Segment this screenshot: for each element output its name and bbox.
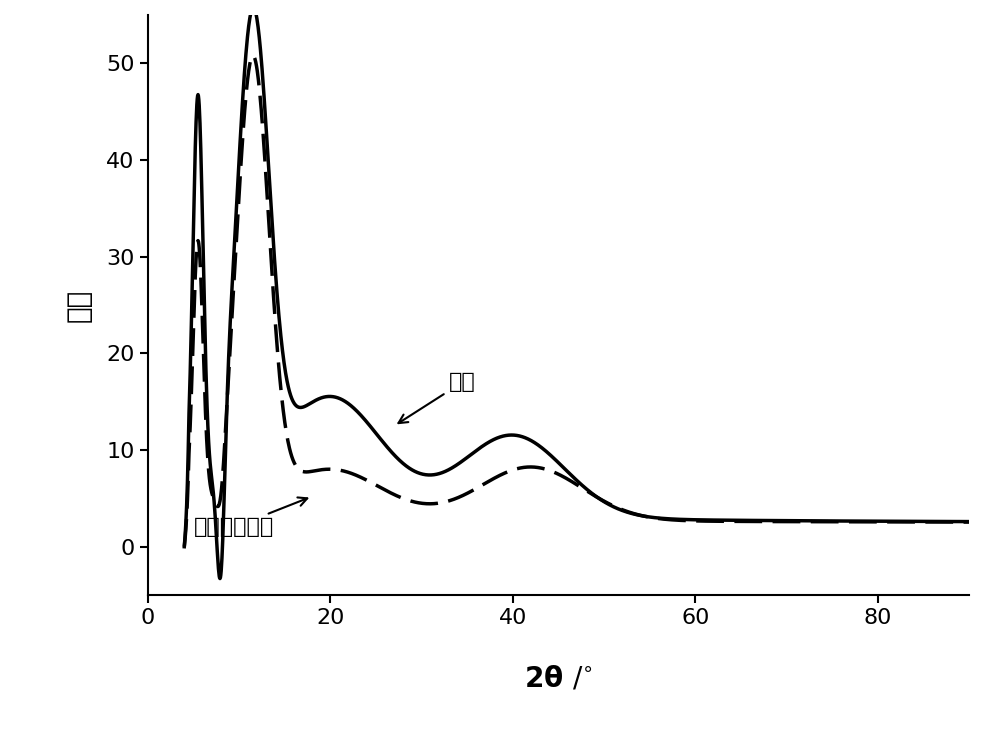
Text: 氧化型多孔碗: 氧化型多孔碗 — [194, 498, 307, 537]
Y-axis label: 强度: 强度 — [64, 289, 92, 321]
Text: 原碗: 原碗 — [399, 372, 475, 423]
Text: $\mathbf{2}$$\mathbf{\theta}$ $/^{\circ}$: $\mathbf{2}$$\mathbf{\theta}$ $/^{\circ}… — [524, 664, 592, 693]
